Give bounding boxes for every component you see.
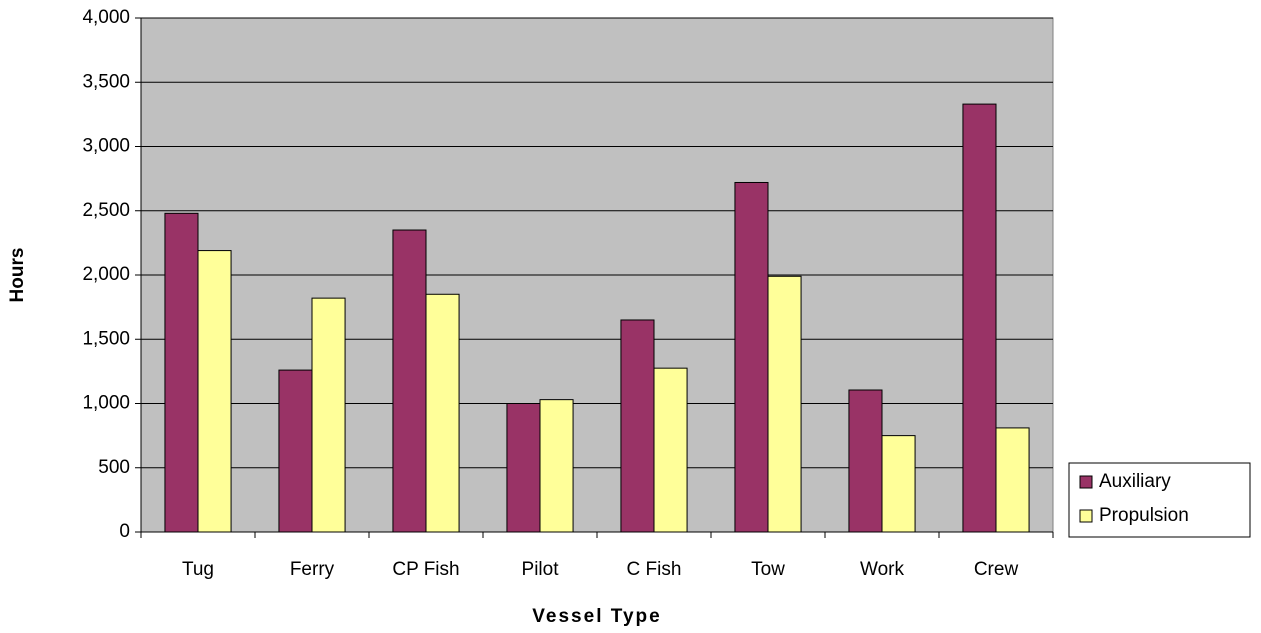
y-tick-label: 3,000 bbox=[82, 136, 130, 157]
x-tick-label: CP Fish bbox=[392, 559, 459, 580]
y-tick-label: 1,000 bbox=[82, 393, 130, 414]
bar bbox=[995, 427, 1030, 533]
bar bbox=[164, 212, 199, 533]
legend-swatch bbox=[1079, 509, 1093, 523]
y-tick-label: 2,500 bbox=[82, 200, 130, 221]
y-tick-label: 4,000 bbox=[82, 7, 130, 28]
x-tick-label: Ferry bbox=[290, 559, 335, 580]
bar bbox=[392, 229, 427, 533]
legend-swatch bbox=[1079, 475, 1093, 489]
x-tick-label: Crew bbox=[974, 559, 1019, 580]
bar bbox=[620, 319, 655, 533]
bar bbox=[767, 275, 802, 533]
y-tick-label: 1,500 bbox=[82, 328, 130, 349]
y-tick-label: 2,000 bbox=[82, 264, 130, 285]
y-tick-label: 0 bbox=[119, 521, 130, 542]
bar bbox=[734, 181, 769, 533]
x-tick-label: Pilot bbox=[522, 559, 560, 580]
bar bbox=[653, 367, 688, 533]
bar bbox=[962, 103, 997, 533]
bar bbox=[881, 435, 916, 533]
legend-label: Auxiliary bbox=[1099, 471, 1171, 492]
x-tick-label: Tug bbox=[182, 559, 214, 580]
bar bbox=[278, 369, 313, 533]
bar bbox=[848, 389, 883, 533]
legend bbox=[1068, 462, 1251, 538]
bar bbox=[506, 403, 541, 533]
bar bbox=[197, 250, 232, 533]
x-axis-title: Vessel Type bbox=[532, 606, 661, 627]
legend-label: Propulsion bbox=[1099, 505, 1189, 526]
x-tick-label: Work bbox=[860, 559, 904, 580]
y-tick-label: 500 bbox=[98, 457, 130, 478]
y-axis-title: Hours bbox=[7, 248, 28, 303]
x-tick-label: Tow bbox=[751, 559, 785, 580]
bar bbox=[425, 293, 460, 533]
bar bbox=[311, 297, 346, 533]
bar bbox=[539, 399, 574, 533]
x-tick-label: C Fish bbox=[627, 559, 682, 580]
y-tick-label: 3,500 bbox=[82, 71, 130, 92]
